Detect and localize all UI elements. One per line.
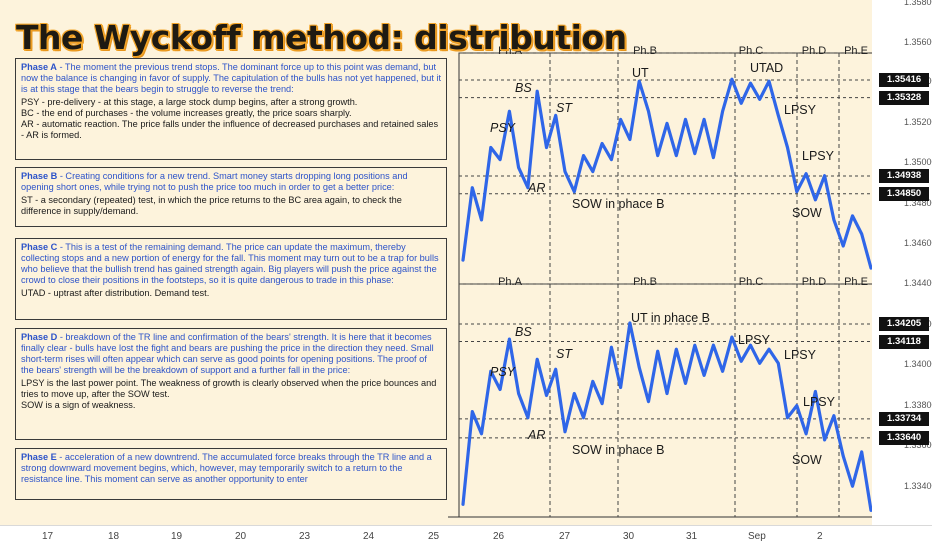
phase-text: - Creating conditions for a new trend. S… — [21, 171, 408, 192]
price-badge: 1.35328 — [879, 90, 929, 105]
x-tick-label: 31 — [686, 531, 698, 542]
chart-annotation: LPSY — [803, 395, 836, 409]
chart-annotation: AR — [527, 428, 545, 442]
phase-label: Ph.C — [739, 276, 764, 288]
phase-box-3: Phase C - This is a test of the remainin… — [15, 238, 447, 320]
chart-annotation: UTAD — [750, 61, 783, 75]
y-tick-label: 1.35000 — [904, 157, 932, 167]
term-definition: UTAD - uptrast after distribution. Deman… — [21, 288, 210, 298]
chart-annotation: LPSY — [784, 348, 817, 362]
y-tick-label: 1.34400 — [904, 278, 932, 288]
phase-box-5: Phase E - acceleration of a new downtren… — [15, 448, 447, 500]
phase-name: Phase A — [21, 62, 57, 72]
phase-label: Ph.B — [633, 45, 657, 57]
price-badge: 1.34938 — [879, 169, 929, 184]
price-badge: 1.33640 — [879, 430, 929, 445]
term-definition: SOW is a sign of weakness. — [21, 400, 136, 410]
term-definition: PSY - pre-delivery - at this stage, a la… — [21, 97, 358, 107]
price-badge: 1.33734 — [879, 411, 929, 426]
chart-annotation: SOW in phace B — [572, 197, 664, 211]
chart-annotation: PSY — [490, 365, 517, 379]
phase-label: Ph.D — [802, 276, 827, 288]
phase-box-2: Phase B - Creating conditions for a new … — [15, 167, 447, 227]
chart-annotation: SOW — [792, 206, 822, 220]
x-tick-label: 27 — [559, 531, 571, 542]
y-tick-label: 1.33600 — [904, 440, 932, 450]
price-badge: 1.34205 — [879, 316, 929, 331]
phase-box-4: Phase D - breakdown of the TR line and c… — [15, 328, 447, 440]
x-tick-label: 25 — [428, 531, 440, 542]
phase-text: - This is a test of the remaining demand… — [21, 242, 439, 285]
x-tick-label: 2 — [817, 531, 823, 542]
phase-description: Phase D - breakdown of the TR line and c… — [21, 332, 441, 376]
phase-description: Phase B - Creating conditions for a new … — [21, 171, 441, 193]
price-badge: 1.34850 — [879, 186, 929, 201]
x-tick-label: 19 — [171, 531, 183, 542]
x-tick-label: 23 — [299, 531, 311, 542]
x-tick-label: 18 — [108, 531, 120, 542]
y-tick-label: 1.34600 — [904, 238, 932, 248]
phase-box-1: Phase A - The moment the previous trend … — [15, 58, 447, 160]
chart-annotation: UT in phace B — [631, 311, 710, 325]
phase-label: Ph.B — [633, 276, 657, 288]
chart-annotation: PSY — [490, 121, 517, 135]
phase-text: - breakdown of the TR line and confirmat… — [21, 332, 434, 375]
phase-label: Ph.C — [739, 45, 764, 57]
term-definition: AR - automatic reaction. The price falls… — [21, 119, 439, 140]
chart-annotation: ST — [556, 101, 573, 115]
y-tick-label: 1.33400 — [904, 481, 932, 491]
phase-name: Phase E — [21, 452, 57, 462]
phase-text: - The moment the previous trend stops. T… — [21, 62, 442, 94]
chart-annotation: LPSY — [738, 333, 771, 347]
phase-text: - acceleration of a new downtrend. The a… — [21, 452, 432, 484]
phase-name: Phase C — [21, 242, 58, 252]
chart-annotation: UT — [632, 66, 649, 80]
chart-annotation: BS — [515, 81, 532, 95]
term-definition: LPSY is the last power point. The weakne… — [21, 378, 437, 399]
phase-label: Ph.D — [802, 45, 827, 57]
phase-description: Phase A - The moment the previous trend … — [21, 62, 441, 95]
x-tick-label: 30 — [623, 531, 635, 542]
x-tick-label: 24 — [363, 531, 375, 542]
chart-annotation: SOW in phace B — [572, 443, 664, 457]
phase-name: Phase D — [21, 332, 58, 342]
price-line — [461, 77, 873, 270]
term-definition: ST - a secondary (repeated) test, in whi… — [21, 195, 402, 216]
price-line — [461, 321, 873, 512]
price-badge: 1.35416 — [879, 72, 929, 87]
x-tick-label: 26 — [493, 531, 505, 542]
chart-annotation: LPSY — [802, 149, 835, 163]
phase-label: Ph.A — [498, 45, 523, 57]
y-tick-label: 1.34800 — [904, 198, 932, 208]
chart-annotation: AR — [527, 181, 545, 195]
y-tick-label: 1.33800 — [904, 400, 932, 410]
page-title: The Wyckoff method: distribution — [16, 18, 627, 57]
y-tick-label: 1.35800 — [904, 0, 932, 7]
x-tick-label: 20 — [235, 531, 247, 542]
phase-description: Phase C - This is a test of the remainin… — [21, 242, 441, 286]
y-tick-label: 1.35200 — [904, 117, 932, 127]
y-tick-label: 1.35600 — [904, 37, 932, 47]
phase-name: Phase B — [21, 171, 58, 181]
chart-annotation: ST — [556, 347, 573, 361]
term-definition: BC - the end of purchases - the volume i… — [21, 108, 352, 118]
phase-label: Ph.E — [844, 45, 868, 57]
phase-label: Ph.E — [844, 276, 868, 288]
chart-annotation: SOW — [792, 453, 822, 467]
y-tick-label: 1.34000 — [904, 359, 932, 369]
chart-annotation: LPSY — [784, 103, 817, 117]
phase-description: Phase E - acceleration of a new downtren… — [21, 452, 441, 485]
price-badge: 1.34118 — [879, 334, 929, 349]
x-tick-label: 17 — [42, 531, 54, 542]
phase-label: Ph.A — [498, 276, 523, 288]
time-axis[interactable] — [0, 525, 932, 551]
chart-annotation: BS — [515, 325, 532, 339]
x-tick-label: Sep — [748, 531, 766, 542]
